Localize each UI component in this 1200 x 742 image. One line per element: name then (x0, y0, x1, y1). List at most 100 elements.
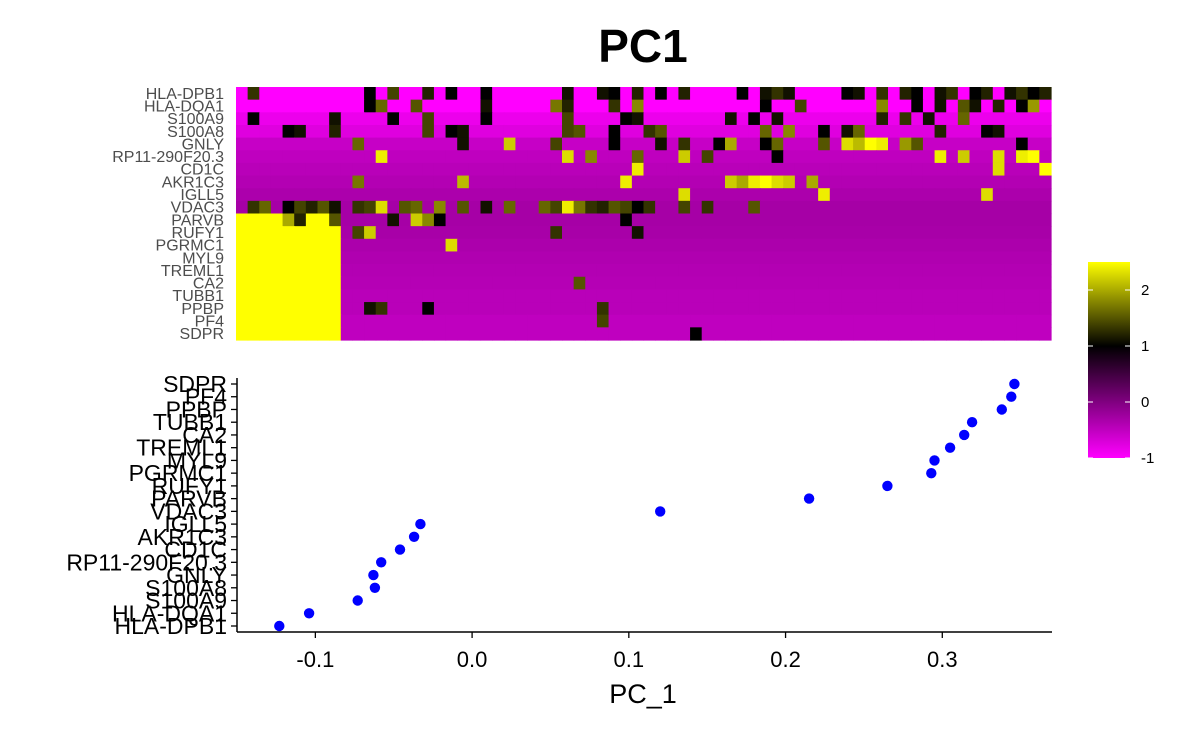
heatmap-cell (922, 251, 936, 265)
heatmap-cell (1004, 188, 1017, 202)
heatmap-cell (841, 276, 854, 290)
heatmap-cell (399, 99, 412, 113)
heatmap-cell (492, 302, 505, 316)
scatter-gene-label: HLA-DPB1 (115, 613, 227, 639)
heatmap-cell (934, 226, 947, 240)
heatmap-cell (340, 276, 354, 290)
heatmap-cell (585, 124, 598, 139)
heatmap-cell (678, 276, 691, 290)
heatmap-cell (457, 150, 470, 164)
heatmap-cell (841, 188, 854, 202)
heatmap-cell (678, 314, 691, 328)
heatmap-cell (480, 238, 493, 253)
heatmap-cell (422, 87, 435, 101)
heatmap-cell (480, 99, 493, 113)
heatmap-cell (468, 150, 482, 164)
heatmap-cell (1027, 87, 1040, 101)
heatmap-cell (969, 137, 982, 151)
heatmap-cell (992, 137, 1006, 151)
heatmap-cell (340, 327, 354, 341)
heatmap-cell (725, 213, 738, 227)
heatmap-cell (608, 175, 621, 189)
heatmap-cell (736, 226, 749, 240)
heatmap-cell (1039, 327, 1052, 341)
heatmap-cell (783, 150, 796, 164)
heatmap-cell (864, 137, 877, 151)
heatmap-cell (899, 137, 912, 151)
heatmap-cell (236, 150, 249, 164)
heatmap-cell (1027, 150, 1040, 164)
heatmap-cell (236, 264, 249, 278)
heatmap-cell (305, 251, 319, 265)
heatmap-cell (364, 87, 377, 101)
heatmap-cell (317, 226, 330, 240)
heatmap-cell (713, 276, 726, 290)
heatmap-cell (1016, 314, 1029, 328)
heatmap-cell (1016, 99, 1029, 113)
heatmap-cell (818, 327, 831, 341)
heatmap-cell (853, 238, 866, 253)
heatmap-cell (981, 289, 994, 303)
heatmap-cell (410, 162, 423, 177)
heatmap-cell (410, 137, 423, 151)
heatmap-cell (678, 150, 691, 164)
heatmap-cell (410, 276, 423, 290)
heatmap-cell (899, 188, 912, 202)
heatmap-cell (1027, 175, 1040, 189)
heatmap-cell (829, 302, 843, 316)
heatmap-cell (596, 264, 610, 278)
heatmap-cell (864, 99, 877, 113)
heatmap-cell (620, 238, 633, 253)
heatmap-cell (236, 188, 249, 202)
heatmap-cell (678, 175, 691, 189)
heatmap-cell (573, 124, 586, 139)
heatmap-cell (690, 150, 703, 164)
heatmap-cell (445, 87, 458, 101)
heatmap-cell (1016, 188, 1029, 202)
heatmap-cell (340, 137, 354, 151)
heatmap-cell (270, 87, 284, 101)
heatmap-cell (1039, 112, 1052, 126)
heatmap-cell (410, 188, 423, 202)
heatmap-cell (911, 264, 924, 278)
heatmap-cell (387, 251, 400, 265)
heatmap-cell (759, 226, 773, 240)
heatmap-cell (922, 124, 936, 139)
heatmap-cell (410, 238, 423, 253)
heatmap-cell (1027, 226, 1040, 240)
heatmap-cell (236, 200, 249, 215)
heatmap-cell (1016, 289, 1029, 303)
heatmap-cell (818, 251, 831, 265)
heatmap-cell (946, 188, 959, 202)
heatmap-cell (550, 112, 563, 126)
heatmap-cell (678, 264, 691, 278)
heatmap-cell (585, 87, 598, 101)
heatmap-cell (562, 302, 575, 316)
heatmap-cell (806, 264, 819, 278)
heatmap-cell (678, 137, 691, 151)
heatmap-cell (399, 188, 412, 202)
heatmap-cell (690, 264, 703, 278)
heatmap-gene-label: PGRMC1 (156, 238, 225, 255)
heatmap-cell (759, 276, 773, 290)
heatmap-cell (294, 188, 307, 202)
heatmap-cell (794, 289, 808, 303)
heatmap-cell (433, 213, 447, 227)
heatmap-cell (678, 200, 691, 215)
heatmap-cell (364, 226, 377, 240)
heatmap-cell (608, 226, 621, 240)
heatmap-cell (736, 87, 749, 101)
heatmap-cell (1027, 264, 1040, 278)
heatmap-cell (655, 264, 668, 278)
heatmap-cell (841, 124, 854, 139)
heatmap-cell (934, 213, 947, 227)
scatter-point (996, 404, 1007, 415)
heatmap-cell (806, 238, 819, 253)
heatmap-cell (1027, 162, 1040, 177)
heatmap-cell (853, 124, 866, 139)
heatmap-cell (562, 200, 575, 215)
heatmap-cell (736, 327, 749, 341)
heatmap-cell (922, 264, 936, 278)
heatmap-cell (759, 238, 773, 253)
heatmap-cell (445, 251, 458, 265)
